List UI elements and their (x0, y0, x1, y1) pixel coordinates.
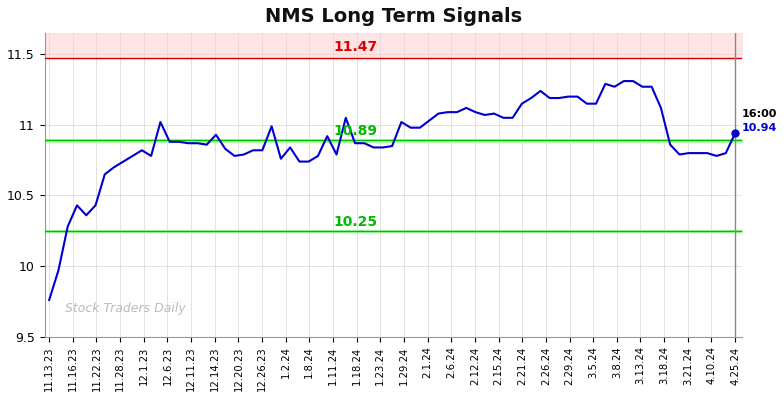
Text: 10.94: 10.94 (742, 123, 777, 133)
Text: 16:00: 16:00 (742, 109, 777, 119)
Title: NMS Long Term Signals: NMS Long Term Signals (265, 7, 522, 26)
Text: 11.47: 11.47 (333, 40, 377, 54)
Text: 10.25: 10.25 (333, 215, 377, 229)
Text: 10.89: 10.89 (333, 124, 377, 138)
Text: Stock Traders Daily: Stock Traders Daily (66, 302, 187, 316)
